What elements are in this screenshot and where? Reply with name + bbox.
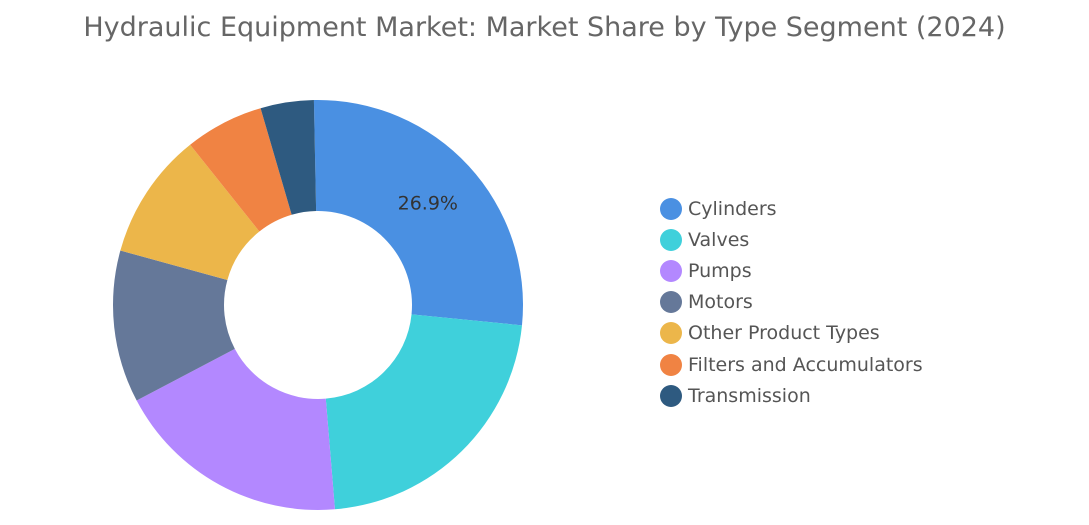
slice-valves (325, 314, 522, 510)
legend-label: Pumps (688, 259, 752, 282)
legend-label: Other Product Types (688, 322, 880, 345)
slice-cylinders (313, 99, 524, 326)
legend-swatch (660, 322, 682, 345)
legend-item-pumps[interactable]: Pumps (660, 255, 923, 286)
legend-swatch (660, 228, 682, 251)
legend-label: Motors (688, 291, 753, 314)
legend-label: Filters and Accumulators (688, 353, 923, 376)
slice-pumps (136, 348, 335, 511)
legend-item-filters-and-accumulators[interactable]: Filters and Accumulators (660, 349, 923, 380)
legend-label: Transmission (688, 384, 811, 407)
legend-swatch (660, 197, 682, 220)
legend-item-other-product-types[interactable]: Other Product Types (660, 318, 923, 349)
chart-legend: Cylinders Valves Pumps Motors Other Product … (660, 193, 923, 411)
legend-item-valves[interactable]: Valves (660, 224, 923, 255)
chart-title: Hydraulic Equipment Market: Market Share… (83, 12, 1006, 43)
legend-label: Valves (688, 228, 750, 251)
legend-swatch (660, 353, 682, 376)
slice-filters-and-accumulators (190, 108, 292, 232)
legend-swatch (660, 384, 682, 407)
legend-swatch (660, 291, 682, 314)
slice-labels: 26.9% (398, 193, 458, 215)
donut-slices (112, 99, 524, 511)
slice-other-product-types (120, 144, 260, 281)
legend-swatch (660, 259, 682, 282)
legend-label: Cylinders (688, 197, 777, 220)
slice-label-cylinders: 26.9% (398, 193, 458, 215)
legend-item-transmission[interactable]: Transmission (660, 380, 923, 411)
legend-item-motors[interactable]: Motors (660, 287, 923, 318)
slice-motors (112, 250, 235, 401)
slice-transmission (260, 100, 317, 215)
legend-item-cylinders[interactable]: Cylinders (660, 193, 923, 224)
